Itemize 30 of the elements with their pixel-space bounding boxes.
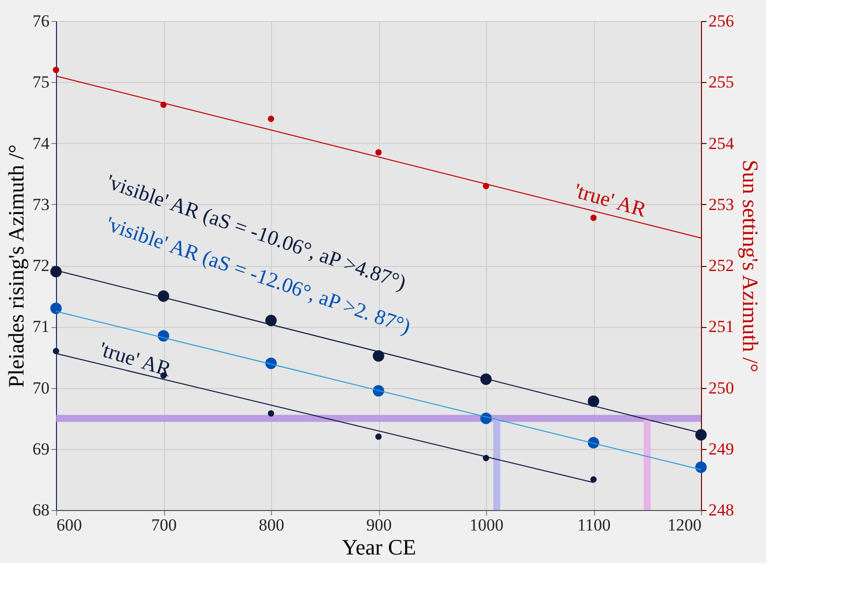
y-axis-title: Pleiades rising's Azimuth /° xyxy=(4,144,28,388)
y2-tick-label: 253 xyxy=(708,194,734,214)
x-tick-label: 800 xyxy=(258,516,284,534)
y-tick-label: 72 xyxy=(32,256,50,275)
y-tick-label: 75 xyxy=(32,72,50,92)
y2-tick-label: 249 xyxy=(708,439,734,458)
x-axis-title: Year CE xyxy=(342,534,416,560)
x-tick-label: 1200 xyxy=(668,516,702,534)
y-tick-label: 74 xyxy=(32,134,50,153)
y2-tick-label: 251 xyxy=(708,317,734,336)
annotation: 'true' AR xyxy=(96,336,174,382)
y-tick-label: 73 xyxy=(32,194,50,214)
y-tick-label: 70 xyxy=(32,378,50,398)
y-tick-label: 76 xyxy=(32,12,50,30)
x-tick-label: 1000 xyxy=(470,516,504,534)
x-tick-label: 600 xyxy=(56,516,82,534)
annotation: 'true' AR xyxy=(572,178,649,222)
y-tick-label: 71 xyxy=(32,317,50,336)
y2-tick-label: 256 xyxy=(708,12,734,30)
y2-tick-label: 252 xyxy=(708,256,734,275)
x-tick-label: 1100 xyxy=(577,516,611,534)
x-tick-label: 900 xyxy=(366,516,392,534)
y2-tick-label: 250 xyxy=(708,378,734,398)
y2-tick-label: 255 xyxy=(708,72,734,92)
y2-axis-title: Sun setting's Azimuth /° xyxy=(738,160,763,372)
y-tick-label: 69 xyxy=(32,439,50,458)
y2-tick-label: 248 xyxy=(708,500,734,520)
y-tick-label: 68 xyxy=(32,500,50,520)
y2-tick-label: 254 xyxy=(708,134,734,153)
x-tick-label: 700 xyxy=(151,516,177,534)
